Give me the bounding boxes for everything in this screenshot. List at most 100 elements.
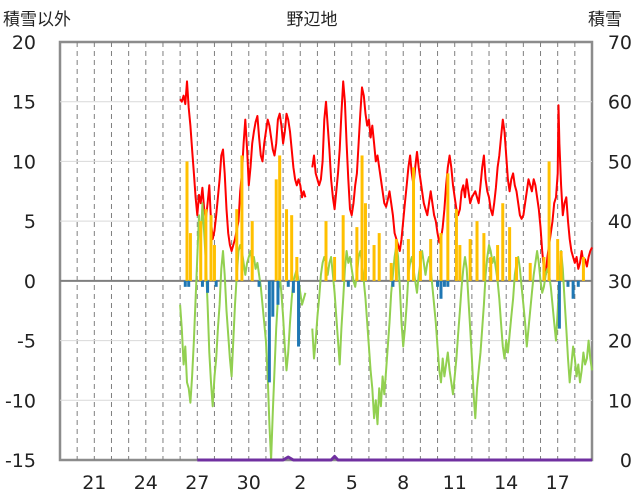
bar-mark-2 [489, 256, 493, 281]
bar-mark-2 [439, 233, 443, 281]
bar-mark-2 [556, 239, 560, 281]
bar-mark-2 [429, 239, 433, 281]
bar-mark-2 [290, 215, 294, 281]
left-tick-label: -15 [5, 450, 36, 472]
bar-mark-2 [360, 155, 364, 281]
bar-mark-2 [454, 209, 458, 281]
bar-mark-3 [346, 280, 350, 287]
bar-mark-3 [200, 280, 204, 287]
left-tick-label: 20 [12, 32, 36, 54]
bar-mark-2 [240, 155, 244, 281]
left-tick-label: 10 [12, 151, 36, 173]
bar-mark-3 [446, 280, 450, 287]
bar-mark-2 [475, 221, 479, 281]
bar-mark-2 [389, 262, 393, 281]
bar-mark-3 [183, 280, 187, 287]
bar-mark-2 [355, 227, 359, 281]
bar-mark-2 [542, 256, 546, 281]
bar-mark-3 [271, 280, 275, 317]
x-tick-label: 11 [443, 472, 467, 494]
bar-mark-2 [418, 251, 422, 281]
x-tick-label: 2 [294, 472, 306, 494]
bar-mark-2 [501, 203, 505, 281]
bar-mark-3 [276, 280, 280, 305]
bar-mark-3 [187, 280, 191, 287]
bar-mark-3 [291, 280, 295, 293]
bar-mark-2 [372, 245, 376, 281]
bar-mark-3 [557, 280, 561, 329]
x-tick-label: 27 [185, 472, 209, 494]
bar-mark-3 [391, 280, 395, 287]
series-layer [179, 80, 593, 462]
bar-mark-2 [295, 256, 299, 281]
bar-mark-2 [185, 161, 189, 281]
left-tick-label: 0 [24, 271, 36, 293]
right-tick-label: 50 [608, 151, 632, 173]
right-tick-label: 10 [608, 390, 632, 412]
right-tick-label: 30 [608, 271, 632, 293]
bar-mark-3 [257, 280, 261, 287]
bar-mark-3 [566, 280, 570, 287]
right-axis-label: 積雪 [588, 10, 622, 30]
bar-mark-2 [547, 161, 551, 281]
bar-mark-2 [333, 256, 337, 281]
x-tick-label: 17 [546, 472, 570, 494]
bar-mark-2 [458, 245, 462, 281]
bar-mark-2 [394, 239, 398, 281]
bar-mark-2 [235, 209, 239, 281]
x-tick-label: 24 [134, 472, 158, 494]
bar-mark-2 [496, 245, 500, 281]
x-tick-label: 8 [397, 472, 409, 494]
series-line-0 [179, 80, 593, 276]
x-tick-labels: 21 24 27 30 2 5 8 11 14 17 [82, 472, 570, 494]
chart-title: 野辺地 [287, 10, 338, 30]
bar-mark-2 [412, 167, 416, 281]
bar-mark-2 [324, 221, 328, 281]
bar-mark-3 [267, 280, 271, 383]
right-tick-label: 70 [608, 32, 632, 54]
bar-mark-2 [468, 239, 472, 281]
bar-mark-2 [581, 256, 585, 281]
bar-mark-3 [286, 280, 290, 287]
bar-mark-2 [514, 256, 518, 281]
bar-mark-3 [571, 280, 575, 299]
right-tick-label: 60 [608, 92, 632, 114]
bar-mark-2 [285, 209, 289, 281]
bar-mark-2 [341, 215, 345, 281]
bar-mark-3 [439, 280, 443, 299]
left-tick-label: -5 [17, 331, 36, 353]
bar-mark-2 [278, 155, 282, 281]
bar-mark-2 [406, 239, 410, 281]
bar-mark-3 [206, 280, 210, 293]
bar-mark-2 [528, 262, 532, 281]
left-tick-label: 5 [24, 211, 36, 233]
bar-mark-3 [436, 280, 440, 287]
x-tick-label: 30 [237, 472, 261, 494]
left-tick-label: 15 [12, 92, 36, 114]
left-axis-label: 積雪以外 [3, 10, 71, 30]
x-tick-label: 14 [494, 472, 518, 494]
bar-mark-3 [576, 280, 580, 287]
bar-mark-2 [204, 209, 208, 281]
bar-mark-2 [250, 221, 254, 281]
bar-mark-3 [214, 280, 218, 287]
bar-mark-2 [199, 221, 203, 281]
x-tick-label: 5 [346, 472, 358, 494]
bar-mark-2 [188, 233, 192, 281]
right-tick-label: 20 [608, 331, 632, 353]
bar-mark-3 [442, 280, 446, 287]
bar-mark-3 [297, 280, 301, 347]
series-line-4 [197, 454, 592, 462]
bar-mark-2 [559, 251, 563, 281]
left-tick-labels: 20 15 10 5 0 -5 -10 -15 [5, 32, 36, 472]
bar-mark-2 [212, 245, 216, 281]
bar-mark-2 [482, 233, 486, 281]
bar-mark-2 [363, 203, 367, 281]
right-tick-label: 0 [620, 450, 632, 472]
x-tick-label: 21 [82, 472, 106, 494]
right-tick-labels: 70 60 50 40 30 20 10 0 [608, 32, 632, 472]
bar-mark-2 [209, 215, 213, 281]
left-tick-label: -10 [5, 390, 36, 412]
bar-mark-2 [274, 179, 278, 281]
